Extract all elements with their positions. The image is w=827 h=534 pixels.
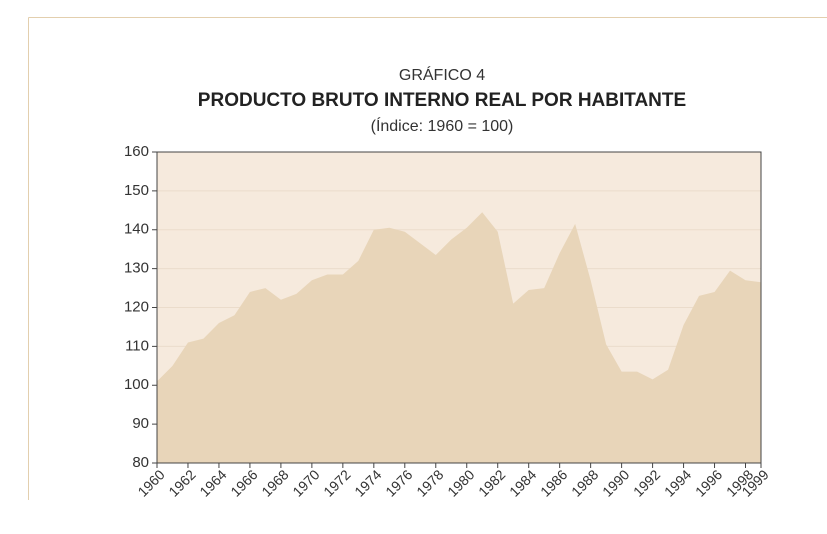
y-tick-label: 80 <box>132 454 149 471</box>
x-tick-label: 1974 <box>351 466 384 499</box>
y-tick-label: 140 <box>124 221 149 238</box>
x-tick-label: 1962 <box>165 466 198 499</box>
y-tick-label: 160 <box>124 143 149 160</box>
y-tick-label: 150 <box>124 182 149 199</box>
chart-title: PRODUCTO BRUTO INTERNO REAL POR HABITANT… <box>198 90 686 111</box>
y-tick-label: 130 <box>124 260 149 277</box>
x-tick-label: 1978 <box>413 466 446 499</box>
x-tick-label: 1966 <box>227 466 260 499</box>
x-tick-label: 1994 <box>661 466 694 499</box>
chart-subtitle: (Índice: 1960 = 100) <box>371 116 514 135</box>
plot-border <box>156 151 762 464</box>
x-tick-label: 1996 <box>692 466 725 499</box>
y-tick-label: 120 <box>124 298 149 315</box>
x-tick-label: 1992 <box>630 466 663 499</box>
area <box>157 212 761 463</box>
x-tick-label: 1960 <box>134 466 167 499</box>
x-tick-label: 1964 <box>196 466 229 499</box>
y-tick-label: 110 <box>125 337 149 354</box>
x-tick-label: 1986 <box>537 466 570 499</box>
x-tick-label: 1982 <box>475 466 508 499</box>
x-tick-label: 1984 <box>506 466 539 499</box>
x-tick-label: 1988 <box>568 466 601 499</box>
x-tick-label: 1980 <box>444 466 477 499</box>
x-tick-label: 1972 <box>320 466 353 499</box>
x-tick-label: 1990 <box>599 466 632 499</box>
y-tick-label: 100 <box>124 376 149 393</box>
x-tick-label: 1976 <box>382 466 415 499</box>
x-tick-label: 1968 <box>258 466 291 499</box>
x-tick-label: 1970 <box>289 466 322 499</box>
y-tick-label: 90 <box>132 415 149 432</box>
chart-label: GRÁFICO 4 <box>399 65 485 84</box>
